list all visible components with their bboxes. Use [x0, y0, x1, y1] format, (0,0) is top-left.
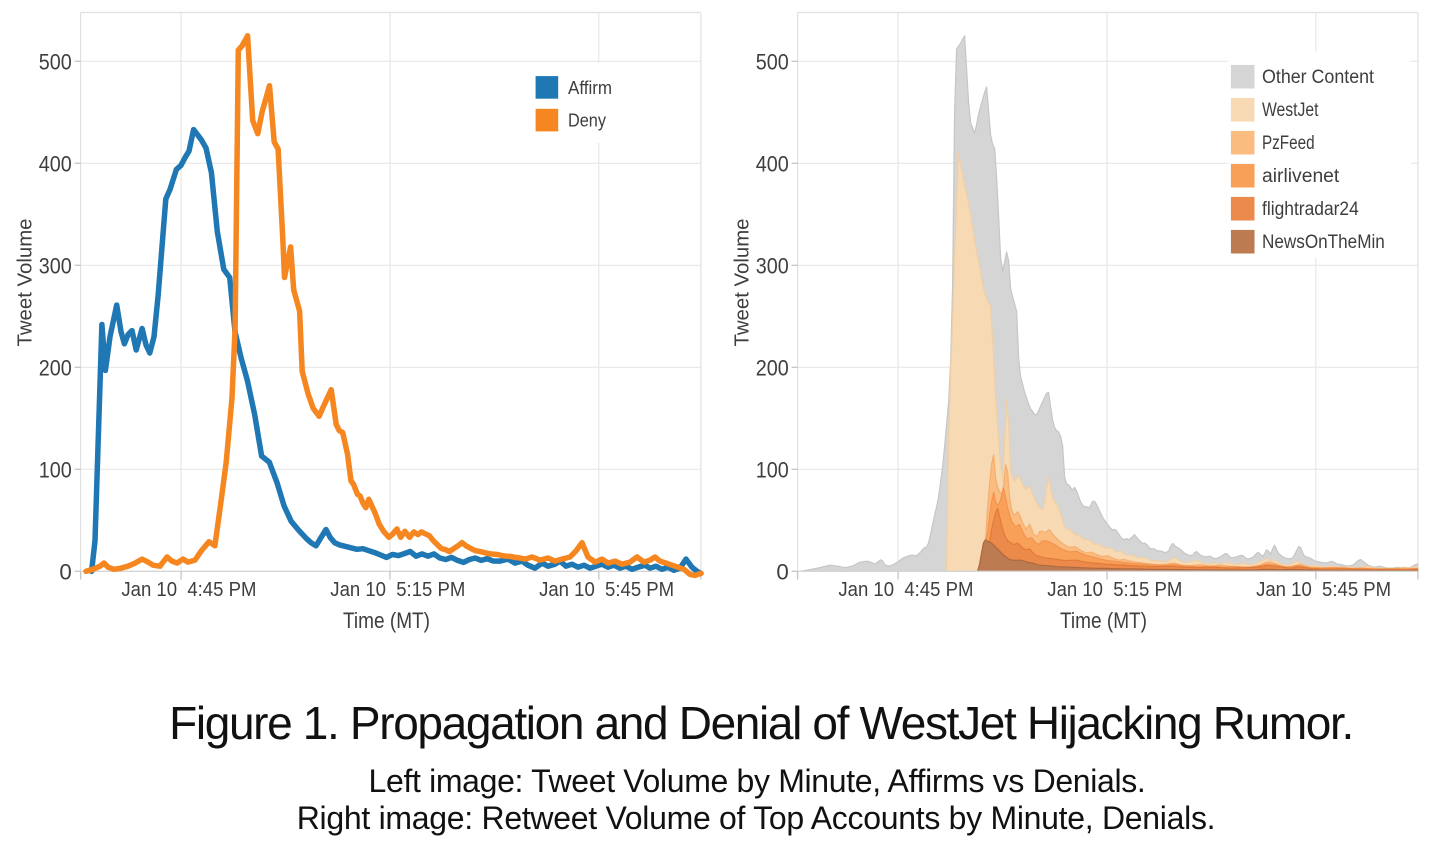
svg-text:500: 500 [39, 49, 72, 74]
svg-text:300: 300 [39, 253, 72, 278]
svg-text:Time (MT): Time (MT) [1060, 608, 1147, 633]
svg-text:flightradar24: flightradar24 [1262, 199, 1359, 220]
svg-text:400: 400 [756, 151, 789, 176]
svg-text:Deny: Deny [568, 111, 606, 131]
svg-text:100: 100 [756, 457, 789, 482]
svg-text:Affirm: Affirm [568, 78, 612, 98]
svg-text:Other Content: Other Content [1262, 67, 1375, 88]
svg-text:0: 0 [776, 559, 788, 584]
svg-text:Time (MT): Time (MT) [343, 608, 430, 633]
svg-text:Jan 10 5:15 PM: Jan 10 5:15 PM [330, 579, 465, 601]
svg-text:500: 500 [756, 49, 789, 74]
svg-text:Jan 10 5:45 PM: Jan 10 5:45 PM [539, 579, 674, 601]
svg-text:Tweet Volume: Tweet Volume [731, 219, 754, 347]
svg-text:400: 400 [39, 151, 72, 176]
svg-text:300: 300 [756, 253, 789, 278]
svg-text:Jan 10 4:45 PM: Jan 10 4:45 PM [121, 579, 256, 601]
svg-text:200: 200 [756, 355, 789, 380]
svg-text:PzFeed: PzFeed [1262, 133, 1315, 154]
svg-text:Jan 10 5:45 PM: Jan 10 5:45 PM [1256, 579, 1391, 601]
svg-text:Jan 10 5:15 PM: Jan 10 5:15 PM [1047, 579, 1182, 601]
svg-text:100: 100 [39, 457, 72, 482]
svg-text:Tweet Volume: Tweet Volume [14, 219, 37, 347]
svg-text:Jan 10 4:45 PM: Jan 10 4:45 PM [838, 579, 973, 601]
svg-text:200: 200 [39, 355, 72, 380]
svg-text:WestJet: WestJet [1262, 100, 1319, 121]
svg-text:airlivenet: airlivenet [1262, 166, 1340, 187]
svg-text:NewsOnTheMin: NewsOnTheMin [1262, 232, 1385, 253]
svg-text:0: 0 [59, 559, 71, 584]
